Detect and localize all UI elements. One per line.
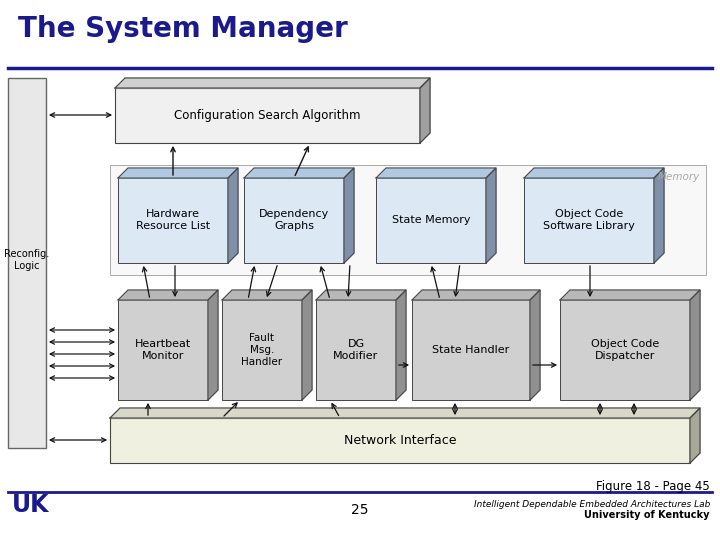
Bar [8,78,46,448]
Bar [222,300,302,400]
Text: The System Manager: The System Manager [18,15,348,43]
Polygon shape [244,168,354,178]
Polygon shape [412,290,540,300]
Text: Configuration Search Algorithm: Configuration Search Algorithm [174,110,360,123]
Text: Intelligent Dependable Embedded Architectures Lab: Intelligent Dependable Embedded Architec… [474,500,710,509]
Polygon shape [222,290,312,300]
Polygon shape [524,168,664,178]
Polygon shape [530,290,540,400]
Polygon shape [654,168,664,263]
Text: Dependency
Graphs: Dependency Graphs [259,209,329,231]
Polygon shape [420,78,430,143]
Text: University of Kentucky: University of Kentucky [585,510,710,520]
Bar [316,300,396,400]
Bar [560,300,690,400]
Polygon shape [690,408,700,463]
Text: Fault
Msg.
Handler: Fault Msg. Handler [241,333,282,367]
Text: Object Code
Software Library: Object Code Software Library [543,209,635,231]
Polygon shape [115,78,430,88]
Polygon shape [302,290,312,400]
Polygon shape [690,290,700,400]
Bar [524,178,654,263]
Polygon shape [228,168,238,263]
Text: UK: UK [12,493,50,517]
Polygon shape [118,290,218,300]
Polygon shape [486,168,496,263]
Bar [110,165,706,275]
Text: Object Code
Dispatcher: Object Code Dispatcher [591,339,659,361]
Bar [244,178,344,263]
Bar [412,300,530,400]
Polygon shape [396,290,406,400]
Polygon shape [208,290,218,400]
Text: DG
Modifier: DG Modifier [333,339,379,361]
Text: Hardware
Resource List: Hardware Resource List [136,209,210,231]
Bar [115,88,420,143]
Bar [376,178,486,263]
Text: State Memory: State Memory [392,215,470,225]
Polygon shape [316,290,406,300]
Bar [110,418,690,463]
Polygon shape [344,168,354,263]
Text: Network Interface: Network Interface [343,434,456,447]
Text: 25: 25 [351,503,369,517]
Bar [118,300,208,400]
Polygon shape [110,408,700,418]
Text: Heartbeat
Monitor: Heartbeat Monitor [135,339,191,361]
Polygon shape [376,168,496,178]
Text: Memory: Memory [658,172,700,182]
Polygon shape [560,290,700,300]
Polygon shape [118,168,238,178]
Text: Reconfig.
Logic: Reconfig. Logic [4,249,50,271]
Text: Figure 18 - Page 45: Figure 18 - Page 45 [596,480,710,493]
Text: State Handler: State Handler [433,345,510,355]
Bar [118,178,228,263]
